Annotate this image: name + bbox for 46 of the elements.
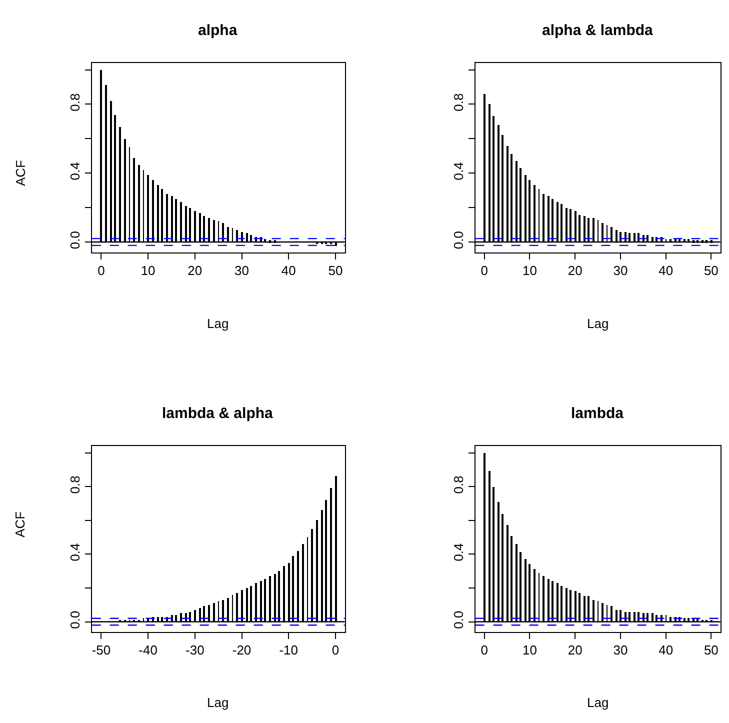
x-tick-label: 30 [234,262,249,278]
x-tick-label: 30 [613,642,628,658]
x-axis-title: Lag [207,695,229,710]
y-tick-label: 0.8 [451,93,466,112]
x-tick-label: -30 [186,642,204,658]
y-tick-label: 0.0 [451,231,466,250]
x-tick-label: -40 [138,642,158,658]
chart-title: alpha & lambda [542,22,654,39]
x-tick-label: 40 [658,642,674,658]
x-tick-label: 0 [98,262,105,278]
y-axis-title: ACF [12,511,28,538]
x-tick-label: -50 [92,642,111,658]
y-tick-label: 0.0 [68,610,83,629]
x-tick-label: 20 [568,262,582,278]
x-tick-label: 50 [704,642,718,658]
x-tick-label: 0 [480,642,488,658]
chart-title: alpha [198,22,238,39]
x-tick-label: 0 [332,642,340,658]
x-tick-label: 50 [328,262,343,278]
y-tick-label: 0.4 [451,162,466,180]
y-tick-label: 0.4 [68,162,83,180]
y-tick-label: 0.0 [68,231,83,250]
x-tick-label: 30 [613,262,628,278]
y-tick-label: 0.4 [68,543,83,562]
x-axis-title: Lag [587,316,609,331]
y-tick-label: 0.0 [451,610,466,629]
chart-title: lambda [571,405,624,422]
y-axis-title: ACF [12,160,28,186]
y-tick-label: 0.8 [451,476,466,494]
x-axis-title: Lag [587,695,609,710]
x-tick-label: 20 [188,262,202,278]
y-tick-label: 0.4 [451,543,466,562]
x-tick-label: -20 [232,642,252,658]
x-tick-label: 10 [522,262,537,278]
x-tick-label: 20 [568,642,582,658]
chart-title: lambda & alpha [162,405,274,422]
x-tick-label: 10 [140,262,156,278]
x-tick-label: 50 [704,262,718,278]
x-tick-label: 40 [281,262,296,278]
y-tick-label: 0.8 [68,476,83,494]
x-tick-label: -10 [279,642,298,658]
x-tick-label: 40 [658,262,674,278]
x-tick-label: 10 [522,642,537,658]
y-tick-label: 0.8 [68,93,83,112]
x-axis-title: Lag [207,316,229,331]
x-tick-label: 0 [480,262,488,278]
